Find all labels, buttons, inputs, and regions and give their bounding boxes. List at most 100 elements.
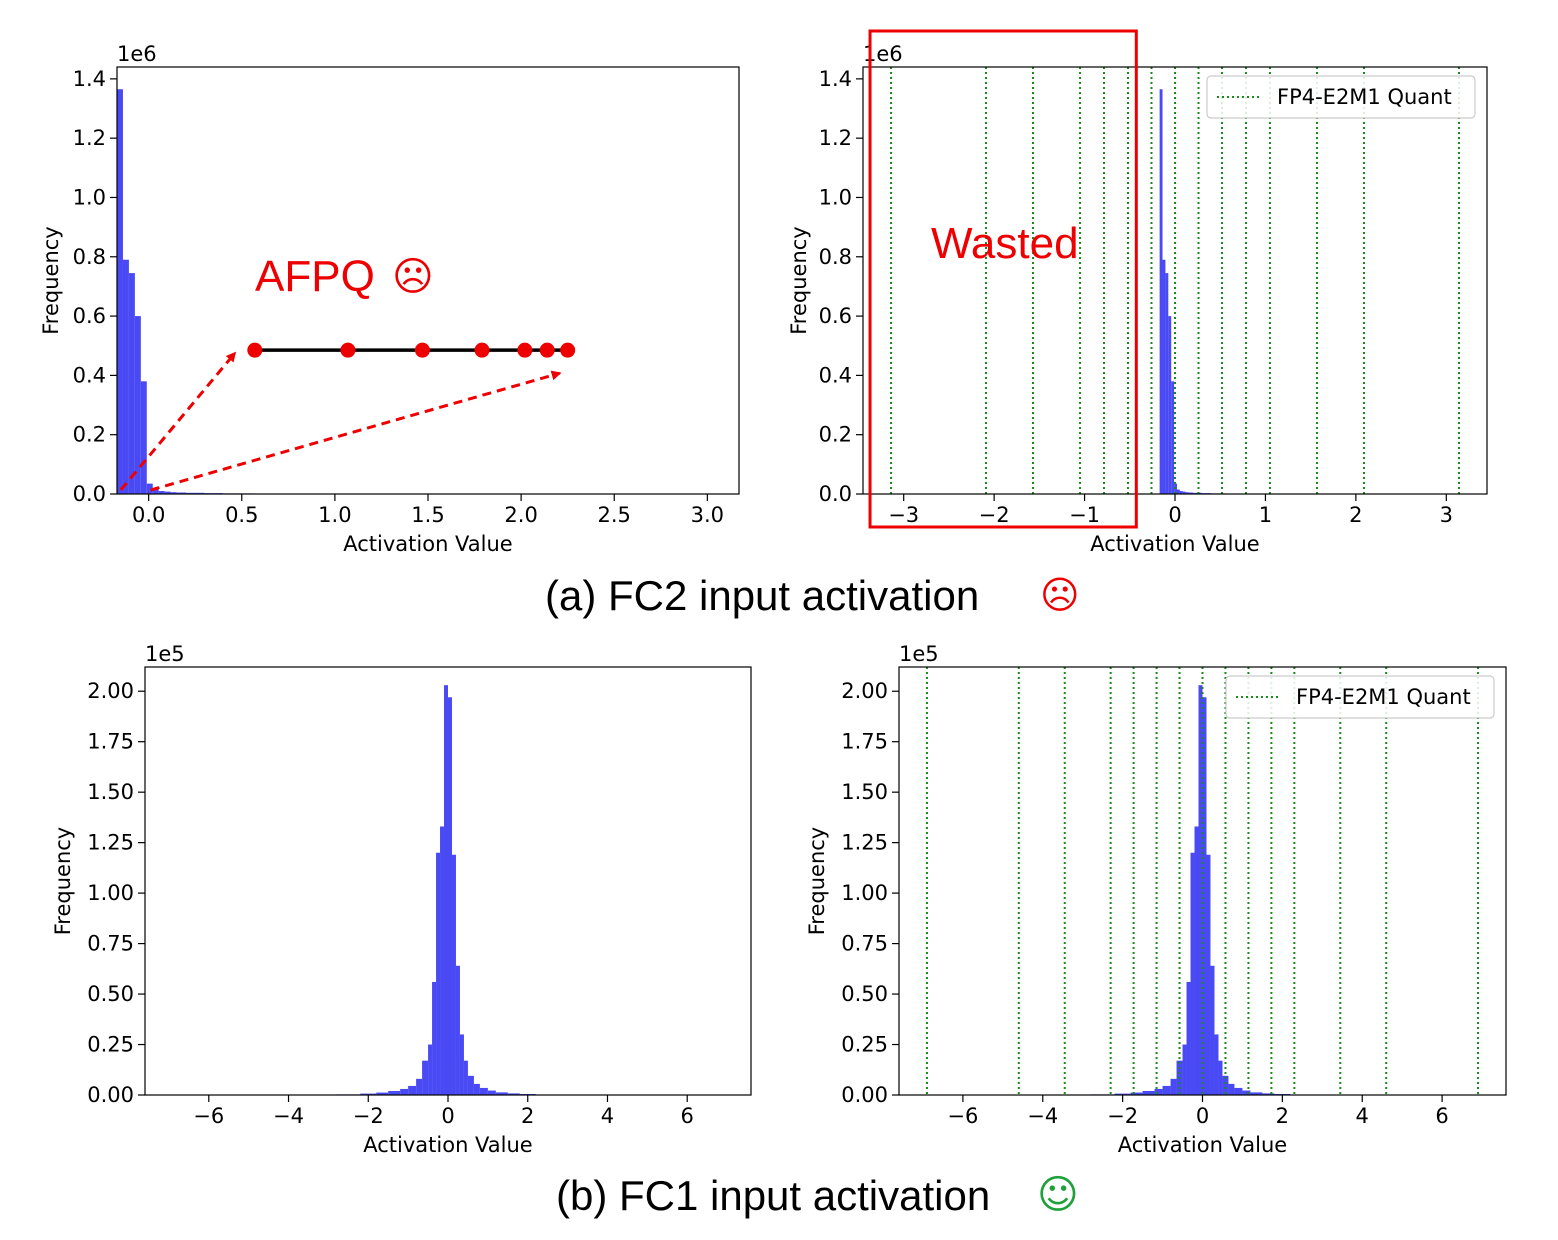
x-tick-label: 4	[601, 1104, 614, 1128]
histogram-bar	[495, 1092, 508, 1095]
caption-a: (a) FC2 input activation	[545, 572, 979, 619]
chart-fc1-histogram: −6 −4 −2 0 2 4 6 0.00 0.25 0.50 0.75 1.00 1.25 1.50 1.…	[51, 642, 752, 1157]
histogram-bar	[1165, 273, 1169, 494]
histogram-bar	[1114, 1093, 1131, 1095]
y-tick-label: 1.4	[73, 67, 106, 91]
y-tick-label: 0.4	[73, 363, 106, 387]
histogram-bar	[1242, 1090, 1251, 1095]
x-tick-label: 2	[1276, 1104, 1289, 1128]
histogram-bar	[1202, 697, 1207, 1095]
x-tick-label: 6	[1435, 1104, 1448, 1128]
y-tick-label: 0.8	[819, 245, 852, 269]
figure-captions: (a) FC2 input activation ☹ (b) FC1 input…	[545, 572, 1080, 1219]
y-tick-label: 0.0	[819, 482, 852, 506]
histogram-bar	[473, 1083, 480, 1095]
histogram-bar	[1210, 965, 1215, 1095]
x-tick-label: 2	[521, 1104, 534, 1128]
y-tick-label: 0.8	[73, 245, 106, 269]
x-tick-label: 2.0	[504, 503, 537, 527]
y-tick-label: 0.2	[819, 423, 852, 447]
x-tick-label: −2	[1107, 1104, 1138, 1128]
y-tick-label: 2.00	[841, 679, 888, 703]
x-tick-label: −2	[979, 503, 1010, 527]
y-tick-label: 1.2	[819, 126, 852, 150]
histogram-bar	[1190, 852, 1195, 1095]
afpq-quant-point	[474, 342, 490, 358]
histogram-bar	[376, 1092, 389, 1095]
histogram-bar	[400, 1088, 409, 1095]
y-axis-label: Frequency	[787, 226, 811, 335]
y-tick-label: 0.6	[73, 304, 106, 328]
x-tick-label: 1.0	[318, 503, 351, 527]
y-tick-label: 1.0	[73, 185, 106, 209]
histogram-bar	[1214, 1034, 1219, 1095]
x-tick-label: 2	[1349, 503, 1362, 527]
caption-b-happy-face-icon: ☺	[1037, 1172, 1079, 1218]
afpq-quant-point	[560, 342, 576, 358]
histogram-bar	[117, 89, 123, 494]
histogram-bar	[436, 852, 441, 1095]
histogram-bar	[1162, 259, 1166, 494]
histogram-bar	[422, 1060, 429, 1095]
y-tick-label: 0.50	[87, 982, 134, 1006]
wasted-annotation: Wasted	[931, 219, 1079, 268]
x-tick-label: 2.5	[598, 503, 631, 527]
y-tick-label: 1.4	[819, 67, 852, 91]
y-tick-label: 1.2	[73, 126, 106, 150]
histogram-bar	[428, 1044, 433, 1095]
x-tick-label: 3	[1440, 503, 1453, 527]
x-axis-label: Activation Value	[343, 532, 512, 556]
y-scale-label: 1e5	[145, 642, 185, 666]
histogram-bar	[1170, 1078, 1177, 1095]
histogram-bar	[451, 854, 456, 1095]
x-axis-label: Activation Value	[1090, 532, 1259, 556]
x-tick-label: 1.5	[411, 503, 444, 527]
histogram-bar	[487, 1090, 496, 1095]
histogram-bar	[152, 489, 159, 494]
histogram-bar	[140, 381, 147, 494]
histogram-bar	[1162, 1085, 1171, 1095]
x-tick-label: −2	[353, 1104, 384, 1128]
histogram-bar	[467, 1075, 474, 1095]
y-tick-label: 0.75	[87, 932, 134, 956]
histogram-bar	[1159, 89, 1163, 494]
histogram-bar	[432, 981, 437, 1095]
histogram-bar	[507, 1093, 520, 1095]
legend-label: FP4-E2M1 Quant	[1296, 685, 1471, 709]
y-tick-label: 0.75	[841, 932, 888, 956]
y-tick-label: 2.00	[87, 679, 134, 703]
histogram-bar	[1182, 1044, 1187, 1095]
histogram-bar	[1185, 492, 1189, 494]
y-tick-label: 0.50	[841, 982, 888, 1006]
plot-frame	[862, 66, 1488, 495]
x-tick-label: 1	[1259, 503, 1272, 527]
x-tick-label: −3	[888, 503, 919, 527]
chart-fc1-quant-grid: −6 −4 −2 0 2 4 6 0.00 0.25 0.50 0.75 1.00 1.25 1.50 1.…	[805, 642, 1507, 1157]
histogram-bar	[463, 1060, 468, 1095]
histogram-bar	[1206, 854, 1211, 1095]
histogram-bar	[1186, 981, 1191, 1095]
y-tick-label: 0.0	[73, 482, 106, 506]
histogram-bar	[1171, 381, 1175, 494]
histogram-bar	[1234, 1087, 1243, 1095]
afpq-label: AFPQ	[255, 252, 375, 301]
afpq-quant-point	[340, 342, 356, 358]
legend-box	[1206, 75, 1476, 119]
x-tick-label: 4	[1356, 1104, 1369, 1128]
y-tick-label: 0.4	[819, 363, 852, 387]
histogram-bar	[1182, 491, 1186, 494]
caption-b: (b) FC1 input activation	[556, 1172, 990, 1219]
y-tick-label: 1.50	[841, 780, 888, 804]
chart-fc2-quant-grid: −3 −2 −1 0 1 2 30.00.20.40.60.81.01.21.41e6Act…	[787, 29, 1488, 556]
histogram-bar	[164, 491, 171, 494]
histogram-bar	[134, 316, 141, 494]
y-tick-label: 1.0	[819, 185, 852, 209]
histogram-bar	[1168, 316, 1172, 494]
legend-label: FP4-E2M1 Quant	[1277, 85, 1452, 109]
histogram-bar	[1176, 489, 1180, 494]
x-tick-label: 0	[1168, 503, 1181, 527]
y-tick-label: 0.2	[73, 423, 106, 447]
y-axis-label: Frequency	[805, 827, 829, 936]
histogram-bar	[1142, 1090, 1155, 1095]
